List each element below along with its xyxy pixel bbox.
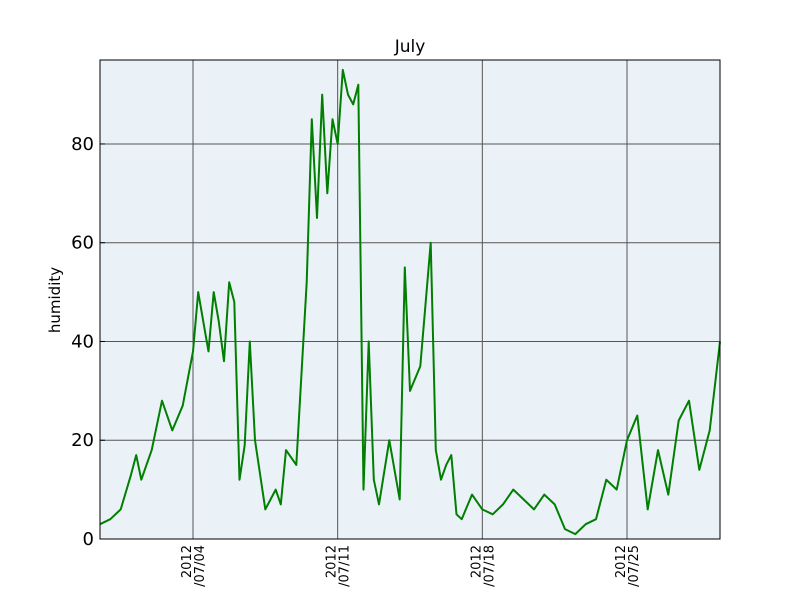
y-tick-label: 60 [71,233,94,254]
humidity-series-line [99,68,721,536]
x-tick-label: 2012/07/04 [180,545,208,587]
x-axis-ticks: 2012/07/04 2012/07/11 2012/07/18 2012/07/25 [180,545,642,587]
x-tick-label-monthday: /07/11 [338,545,353,587]
x-tick-label: 2012/07/25 [614,545,642,587]
x-tick-label-year: 2012 [325,545,340,578]
plot-frame [99,59,721,540]
y-tick-label: 0 [83,529,94,550]
chart-title: July [394,37,426,57]
y-tick-label: 20 [71,430,94,451]
x-tick-label-monthday: /07/25 [627,545,642,587]
x-tick-label-monthday: /07/04 [193,545,208,587]
x-tick-label-monthday: /07/18 [482,545,497,587]
y-tick-label: 80 [71,134,94,155]
x-tick-label-year: 2012 [469,545,484,578]
y-axis-ticks: 0 20 40 60 80 [71,134,105,550]
x-tick-label-year: 2012 [614,545,629,578]
plot-background [100,60,720,539]
x-tick-label: 2012/07/18 [469,545,497,587]
grid-lines [100,60,720,539]
y-axis-label: humidity [46,267,64,333]
x-tick-label-year: 2012 [180,545,195,578]
y-tick-label: 40 [71,331,94,352]
x-tick-label: 2012/07/11 [325,545,353,587]
